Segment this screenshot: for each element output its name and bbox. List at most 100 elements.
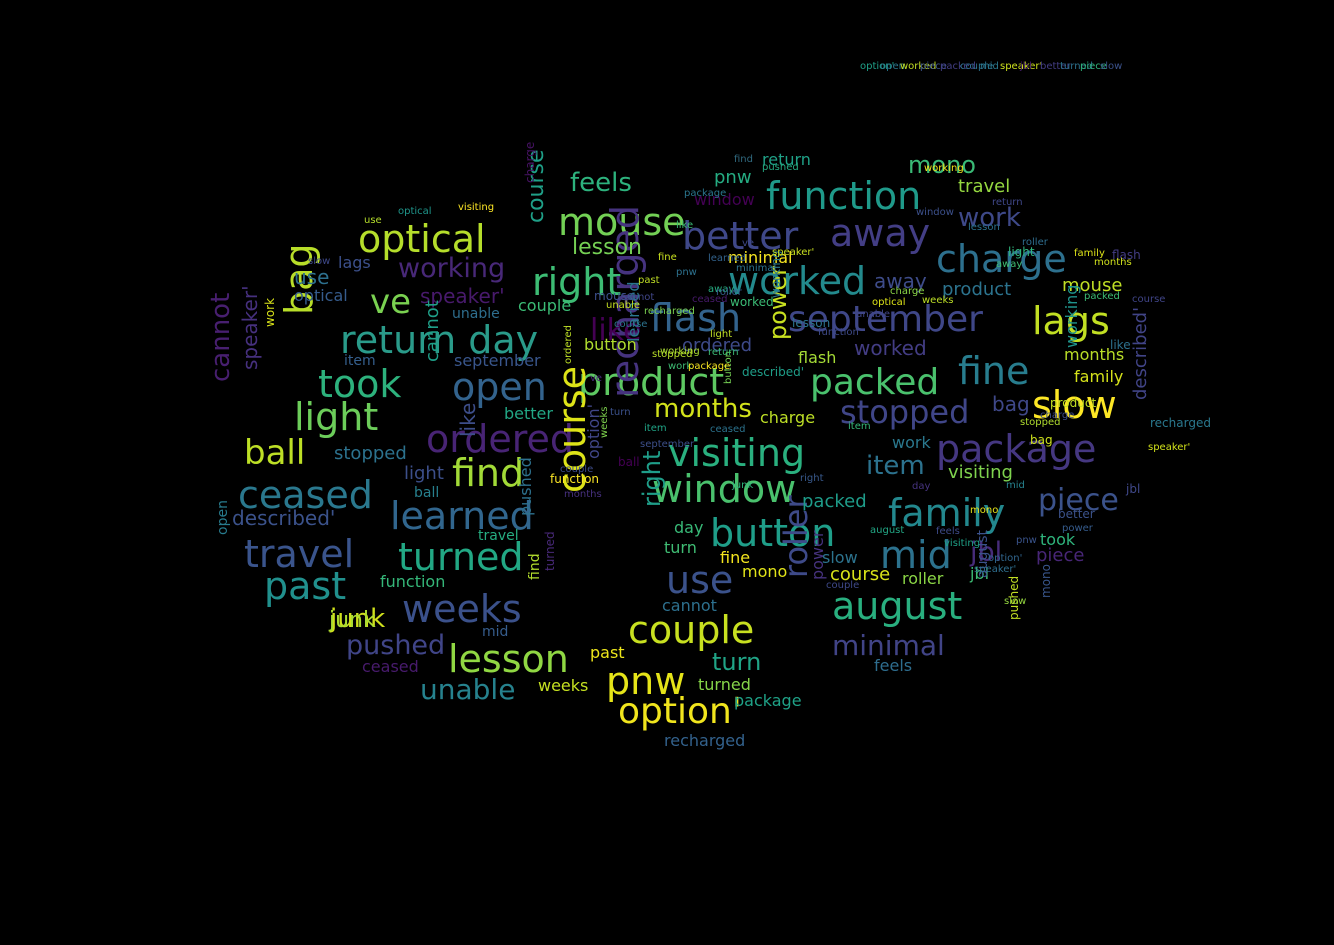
word-packed: packed xyxy=(940,61,976,72)
word-pnw: pnw xyxy=(1016,535,1037,546)
word-months: months xyxy=(564,489,602,500)
word-junk: junk xyxy=(330,604,386,634)
word-item: item xyxy=(644,423,667,434)
word-work: work xyxy=(958,203,1021,233)
word-function: function xyxy=(550,472,600,486)
word-return: return xyxy=(708,347,739,358)
word-pnw: pnw xyxy=(714,167,752,188)
word-described: described' xyxy=(742,365,805,379)
word-day: day xyxy=(674,518,704,537)
word-use: use xyxy=(364,215,382,226)
word-like: like xyxy=(1110,338,1131,352)
word-find: find xyxy=(527,553,543,580)
word-mouse: mouse xyxy=(594,289,635,303)
word-option: option' xyxy=(988,553,1023,564)
word-visiting: visiting xyxy=(458,202,495,213)
word-past: past xyxy=(590,643,625,662)
word-speaker: speaker' xyxy=(420,284,505,308)
word-months: months xyxy=(1064,345,1125,364)
word-september: september xyxy=(454,351,541,370)
word-course: course xyxy=(830,564,891,585)
word-ceased: ceased xyxy=(692,294,728,305)
word-turned: turned xyxy=(1060,61,1094,72)
word-ball: ball xyxy=(414,485,440,501)
word-right: right xyxy=(638,450,666,507)
word-product: product xyxy=(942,279,1012,300)
word-roller: roller xyxy=(902,569,944,588)
word-packed: packed xyxy=(1084,291,1120,302)
word-ve: ve xyxy=(590,373,603,384)
word-ordered: ordered xyxy=(563,325,574,364)
word-away: away xyxy=(708,284,735,295)
word-course: course xyxy=(1132,294,1166,305)
word-open: open xyxy=(880,61,905,72)
word-took: took xyxy=(1040,530,1076,549)
word-lesson: lesson xyxy=(968,222,1000,233)
word-open: open xyxy=(215,500,231,535)
word-family: family xyxy=(1074,248,1105,259)
word-cannot: cannot xyxy=(662,596,717,615)
word-like: like xyxy=(676,220,694,231)
word-working: working xyxy=(1062,284,1081,348)
word-like: like xyxy=(456,402,480,437)
word-junk: junk xyxy=(329,608,376,633)
word-slow: slow xyxy=(1100,61,1123,72)
word-course: course xyxy=(614,319,648,330)
word-return-day: return day xyxy=(340,318,539,362)
word-visiting: visiting xyxy=(944,538,981,549)
word-optical: optical xyxy=(872,297,906,308)
word-travel: travel xyxy=(478,528,519,544)
word-better: better xyxy=(682,214,799,258)
word-item: item xyxy=(866,451,925,481)
word-weeks: weeks xyxy=(922,295,954,306)
word-power: power xyxy=(1062,523,1093,534)
word-away: away xyxy=(874,269,927,293)
word-flash: flash xyxy=(798,348,837,367)
word-turned: turned xyxy=(398,535,524,579)
word-item: item xyxy=(344,353,376,369)
word-packed: packed xyxy=(810,362,940,403)
word-recharged: recharged xyxy=(1150,416,1211,430)
word-ordered: ordered xyxy=(426,417,574,461)
word-pnw: pnw xyxy=(606,659,686,703)
word-power: power xyxy=(808,530,827,580)
word-option: option' xyxy=(860,61,895,72)
word-worked: worked xyxy=(854,336,927,360)
word-recharged: recharged xyxy=(664,731,746,750)
word-months: months xyxy=(654,394,752,424)
word-ve: ve xyxy=(742,238,755,249)
word-jbl: jbl xyxy=(970,564,990,583)
word-visiting: visiting xyxy=(948,462,1013,483)
word-slow: slow xyxy=(1004,596,1027,607)
word-product: product xyxy=(1050,396,1097,410)
word-product: product xyxy=(578,360,725,404)
word-mono: mono xyxy=(742,562,788,581)
word-pushed: pushed xyxy=(346,630,446,661)
word-family: family xyxy=(1074,367,1124,386)
word-charge: charge xyxy=(890,286,925,297)
word-unable: unable xyxy=(856,309,891,320)
word-return: return xyxy=(992,197,1023,208)
word-past: past xyxy=(264,564,347,608)
word-better: better xyxy=(1058,507,1095,521)
word-function: function xyxy=(380,572,446,591)
word-feels: feels xyxy=(570,168,632,198)
word-mid: mid xyxy=(980,61,999,72)
word-mid: mid xyxy=(880,533,952,577)
word-flash: flash xyxy=(1112,248,1141,262)
word-learned: learned xyxy=(708,253,746,264)
word-feels: feels xyxy=(936,526,960,537)
word-light: light xyxy=(294,395,379,439)
word-couple: couple xyxy=(560,464,594,475)
word-fine: fine xyxy=(658,252,677,263)
word-jbl: jbl xyxy=(970,537,1003,568)
word-junk: junk xyxy=(732,480,754,491)
word-charge: charge xyxy=(523,141,537,183)
word-light: light xyxy=(710,329,733,340)
word-ceased: ceased xyxy=(710,424,746,435)
word-day: day xyxy=(912,481,931,492)
word-unable: unable xyxy=(420,673,516,706)
word-visiting: visiting xyxy=(668,431,806,475)
word-september: september xyxy=(640,439,695,450)
